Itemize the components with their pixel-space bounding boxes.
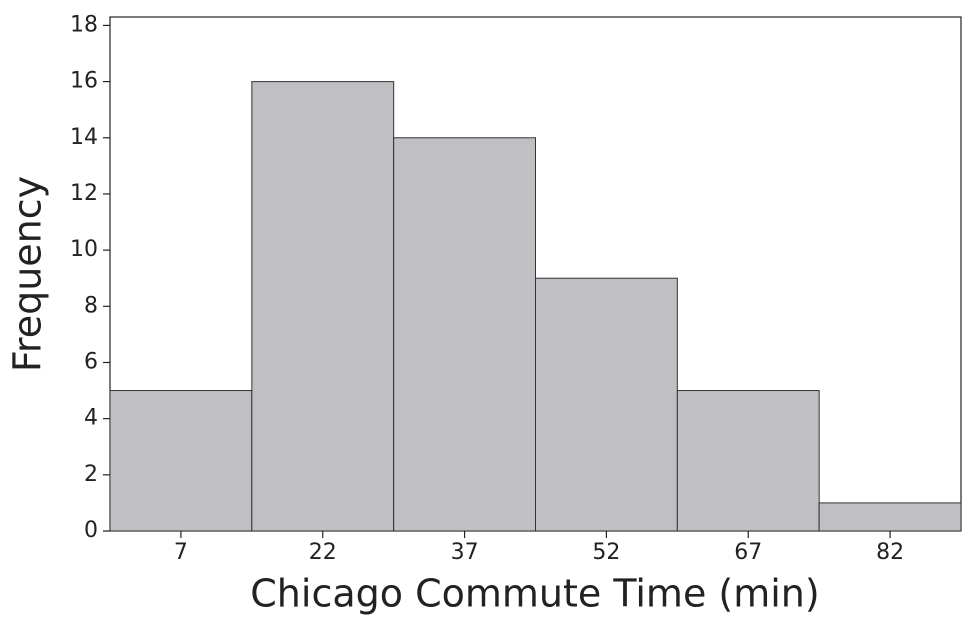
y-tick-label: 14 xyxy=(70,125,98,150)
bar xyxy=(676,390,820,532)
y-tick-label: 0 xyxy=(84,518,98,543)
y-tick-label: 4 xyxy=(84,406,98,431)
x-tick-label: 82 xyxy=(876,540,904,565)
y-tick-label: 8 xyxy=(84,293,98,318)
y-tick-label: 10 xyxy=(70,237,98,262)
y-tick-label: 18 xyxy=(70,12,98,37)
x-tick-label: 22 xyxy=(309,540,337,565)
y-axis-title: Frequency xyxy=(6,176,50,372)
bar xyxy=(109,390,253,532)
bar xyxy=(393,137,536,532)
y-tick-label: 12 xyxy=(70,181,98,206)
x-tick-label: 52 xyxy=(592,540,620,565)
y-tick-label: 6 xyxy=(84,349,98,374)
bar xyxy=(251,81,395,532)
bar xyxy=(818,502,962,532)
y-tick-label: 2 xyxy=(84,462,98,487)
x-axis-title: Chicago Commute Time (min) xyxy=(250,572,819,616)
x-tick-label: 37 xyxy=(451,540,479,565)
bar xyxy=(535,277,678,532)
y-tick-label: 16 xyxy=(70,69,98,94)
x-tick-label: 7 xyxy=(174,540,188,565)
x-tick-label: 67 xyxy=(734,540,762,565)
